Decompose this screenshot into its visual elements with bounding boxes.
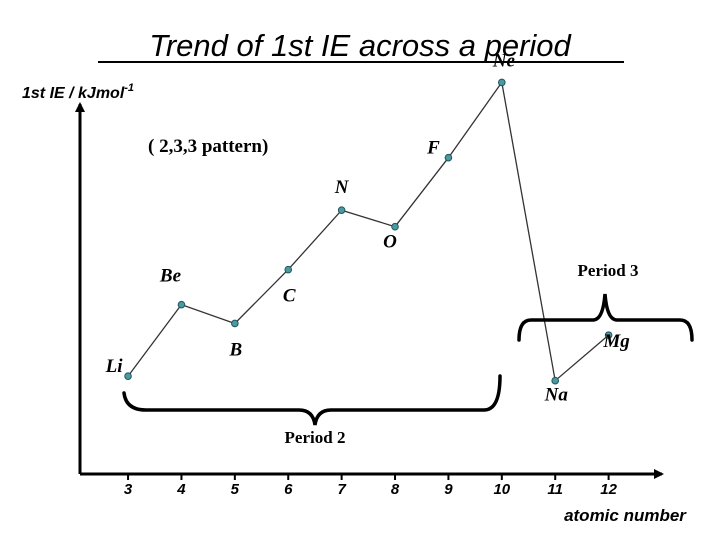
element-label-mg: Mg — [602, 331, 629, 352]
element-label-be: Be — [159, 266, 182, 287]
series-line — [127, 80, 610, 382]
x-tick-label-7: 7 — [337, 481, 346, 498]
period-3-label: Period 3 — [578, 261, 639, 280]
x-tick-label-10: 10 — [493, 481, 510, 498]
x-tick-label-12: 12 — [600, 481, 617, 498]
y-axis-label-sup: -1 — [124, 82, 134, 94]
data-point-mg — [604, 331, 613, 339]
period-2-brace — [122, 374, 502, 426]
element-label-ne: Ne — [492, 50, 516, 71]
x-tick-label-11: 11 — [547, 481, 563, 498]
element-label-o: O — [383, 232, 397, 253]
element-label-li: Li — [105, 356, 124, 377]
data-point-n — [337, 206, 346, 214]
data-point-ne — [498, 78, 506, 87]
pattern-annotation: ( 2,3,3 pattern) — [148, 136, 268, 157]
data-point-be — [177, 300, 186, 309]
x-tick-label-4: 4 — [176, 481, 186, 498]
element-label-f: F — [426, 138, 440, 159]
x-ticks: 3 4 5 6 7 8 9 10 11 12 — [124, 474, 618, 498]
data-point-o — [391, 222, 399, 231]
ie-series: Li Be B C N O F Ne Na Mg — [105, 50, 630, 405]
data-point-b — [231, 319, 239, 328]
x-axis-label: atomic number — [564, 506, 687, 525]
data-point-f — [444, 153, 453, 162]
element-label-na: Na — [544, 385, 569, 406]
data-point-c — [284, 265, 293, 274]
data-point-li — [124, 372, 132, 380]
y-axis-label: 1st IE / kJmol-1 — [22, 82, 134, 102]
x-tick-label-8: 8 — [391, 481, 400, 498]
x-tick-label-9: 9 — [444, 481, 453, 498]
period-3-brace — [517, 293, 694, 342]
period-2-label: Period 2 — [285, 428, 346, 447]
element-label-b: B — [229, 339, 243, 360]
x-tick-label-6: 6 — [284, 481, 293, 498]
chart-title: Trend of 1st IE across a period — [149, 28, 572, 63]
data-point-na — [551, 376, 560, 385]
x-tick-label-5: 5 — [231, 481, 240, 498]
y-axis-label-main: 1st IE / kJmol — [22, 85, 125, 102]
element-label-c: C — [283, 286, 296, 307]
element-label-n: N — [334, 177, 350, 198]
x-tick-label-3: 3 — [124, 481, 133, 498]
